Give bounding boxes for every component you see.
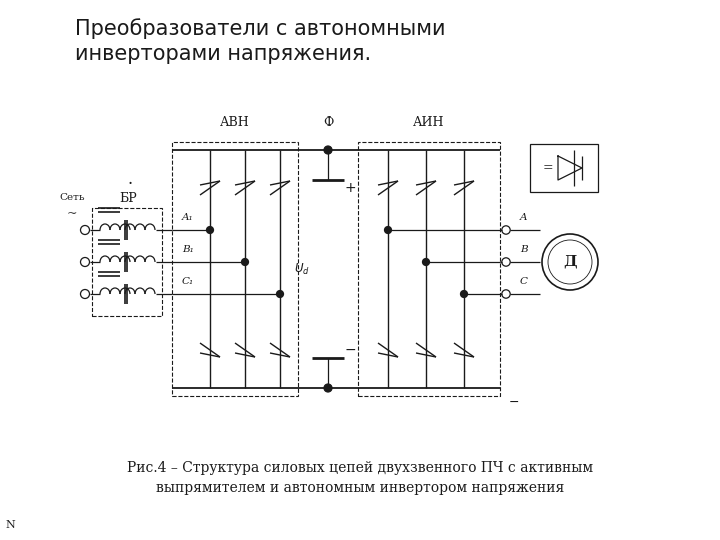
Circle shape (502, 226, 510, 234)
Text: +: + (344, 181, 356, 195)
Text: Рис.4 – Структура силовых цепей двухзвенного ПЧ с активным: Рис.4 – Структура силовых цепей двухзвен… (127, 461, 593, 475)
Circle shape (502, 290, 510, 298)
Text: АВН: АВН (220, 116, 250, 129)
Text: ·: · (127, 177, 132, 193)
Text: −: − (344, 343, 356, 357)
Text: $U_d$: $U_d$ (294, 261, 310, 276)
Text: C₁: C₁ (182, 278, 194, 287)
Circle shape (324, 384, 332, 392)
Circle shape (548, 240, 592, 284)
Text: B: B (520, 246, 528, 254)
Bar (172, 142, 298, 396)
Text: A: A (520, 213, 528, 222)
Text: Ф: Ф (323, 116, 333, 129)
Circle shape (461, 291, 467, 298)
Bar (358, 142, 500, 396)
Text: Преобразователи с автономными
инверторами напряжения.: Преобразователи с автономными инверторам… (75, 18, 446, 64)
Text: БР: БР (119, 192, 137, 205)
Circle shape (241, 259, 248, 266)
Bar (530, 144, 598, 192)
Text: A₁: A₁ (182, 213, 194, 222)
Text: АИН: АИН (413, 116, 445, 129)
Circle shape (324, 146, 332, 154)
Text: =: = (543, 161, 553, 174)
Text: C: C (520, 278, 528, 287)
Text: ~: ~ (67, 207, 77, 220)
Circle shape (207, 226, 214, 233)
Circle shape (542, 234, 598, 290)
Circle shape (502, 258, 510, 266)
Text: выпрямителем и автономным инвертором напряжения: выпрямителем и автономным инвертором нап… (156, 481, 564, 495)
Text: Сеть: Сеть (59, 193, 85, 202)
Text: Д: Д (563, 255, 577, 269)
Circle shape (423, 259, 430, 266)
Text: −: − (509, 395, 519, 408)
Circle shape (276, 291, 284, 298)
Text: N: N (5, 520, 15, 530)
Circle shape (384, 226, 392, 233)
Bar (92, 208, 162, 316)
Text: B₁: B₁ (182, 246, 194, 254)
